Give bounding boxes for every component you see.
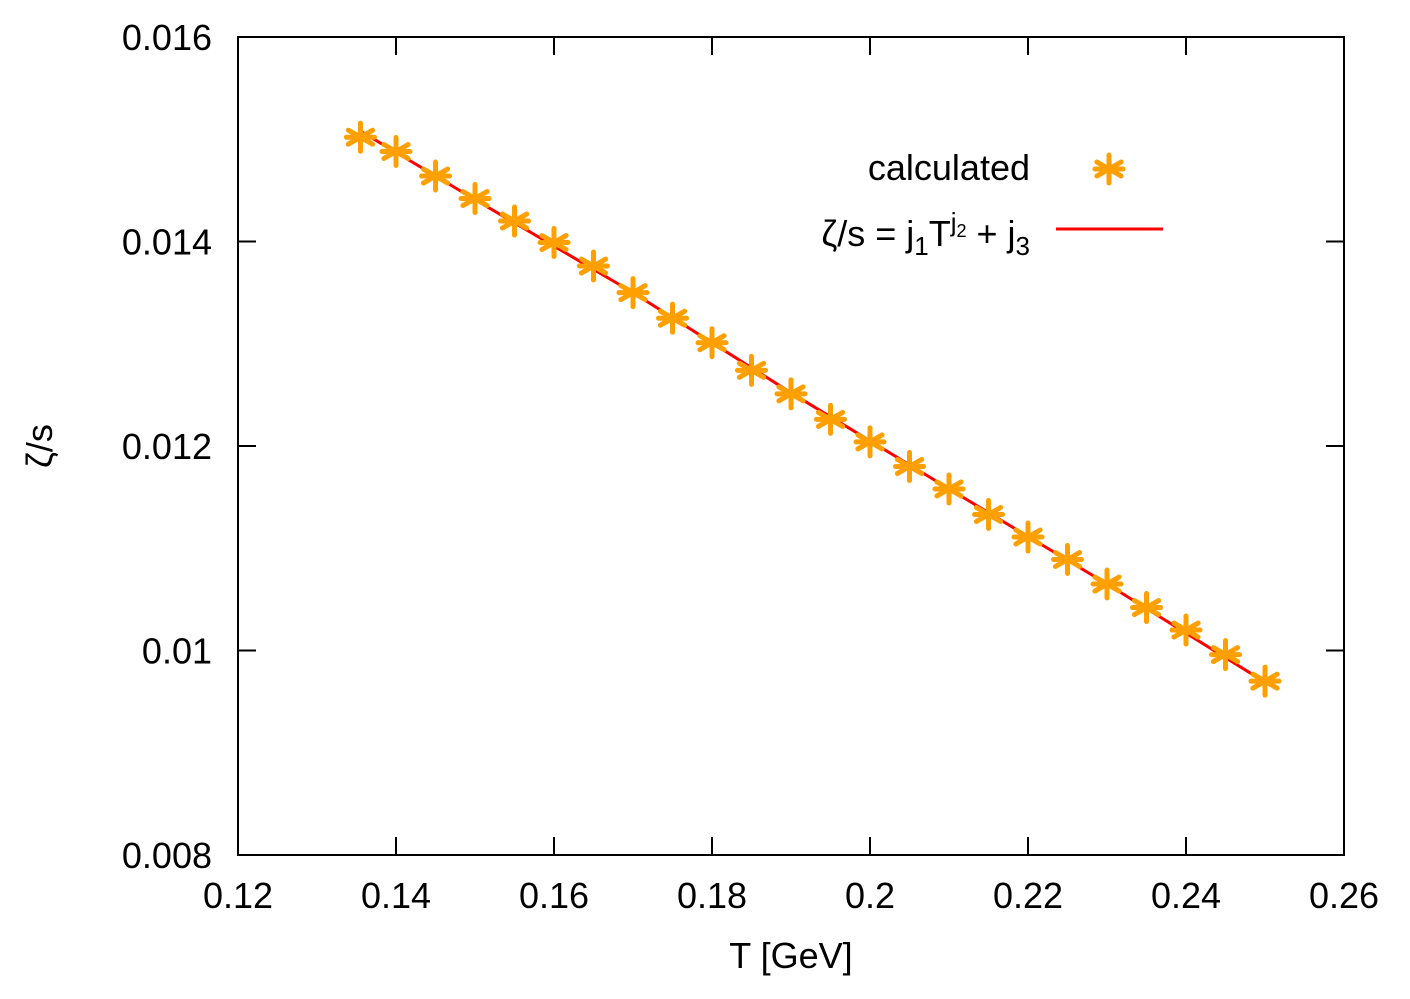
data-point — [1209, 638, 1242, 672]
axis-ticks — [237, 36, 1345, 856]
data-point — [1011, 520, 1045, 554]
data-point — [1248, 664, 1282, 698]
y-tick-labels: 0.008 0.01 0.012 0.014 0.016 — [122, 17, 212, 876]
x-tick-label: 0.26 — [1309, 875, 1379, 916]
data-point — [498, 204, 531, 238]
y-tick-label: 0.012 — [122, 426, 212, 467]
y-tick-label: 0.014 — [122, 222, 212, 263]
data-point — [1169, 613, 1203, 647]
data-point — [379, 135, 413, 169]
x-tick-labels: 0.12 0.14 0.16 0.18 0.2 0.22 0.24 0.26 — [203, 875, 1379, 916]
legend: calculated ζ/s = j1Tj2 + j3 — [821, 147, 1163, 261]
data-point — [1051, 542, 1084, 576]
data-point — [1090, 567, 1124, 601]
legend-star-icon — [1092, 152, 1126, 186]
legend-calculated-label: calculated — [868, 147, 1030, 188]
legend-calculated-marker — [1092, 152, 1126, 186]
x-axis-title: T [GeV] — [729, 935, 852, 976]
x-tick-label: 0.16 — [519, 875, 589, 916]
y-tick-label: 0.008 — [122, 835, 212, 876]
data-point — [774, 377, 808, 411]
legend-fit-label: ζ/s = j1Tj2 + j3 — [821, 207, 1030, 261]
y-tick-label: 0.01 — [142, 631, 212, 672]
data-point — [695, 326, 729, 360]
data-point — [458, 182, 492, 216]
y-axis-title: ζ/s — [19, 424, 60, 468]
x-tick-label: 0.2 — [845, 875, 895, 916]
fit-series — [359, 129, 1266, 684]
data-point — [616, 276, 650, 310]
data-point — [735, 353, 768, 387]
x-tick-label: 0.24 — [1151, 875, 1221, 916]
fit-line — [359, 129, 1266, 684]
x-tick-label: 0.22 — [993, 875, 1063, 916]
data-point — [853, 425, 887, 459]
data-point — [932, 472, 966, 506]
plot-frame — [237, 36, 1345, 856]
data-point — [537, 226, 571, 260]
x-tick-label: 0.18 — [677, 875, 747, 916]
data-point — [577, 249, 610, 283]
data-point — [972, 498, 1005, 532]
data-point — [893, 449, 926, 483]
data-point — [343, 120, 377, 154]
calculated-series — [343, 120, 1282, 698]
y-tick-label: 0.016 — [122, 17, 212, 58]
x-tick-label: 0.14 — [361, 875, 431, 916]
data-point — [1130, 591, 1163, 625]
data-point — [814, 402, 847, 436]
data-point — [419, 159, 452, 193]
x-tick-label: 0.12 — [203, 875, 273, 916]
data-point — [656, 301, 689, 335]
